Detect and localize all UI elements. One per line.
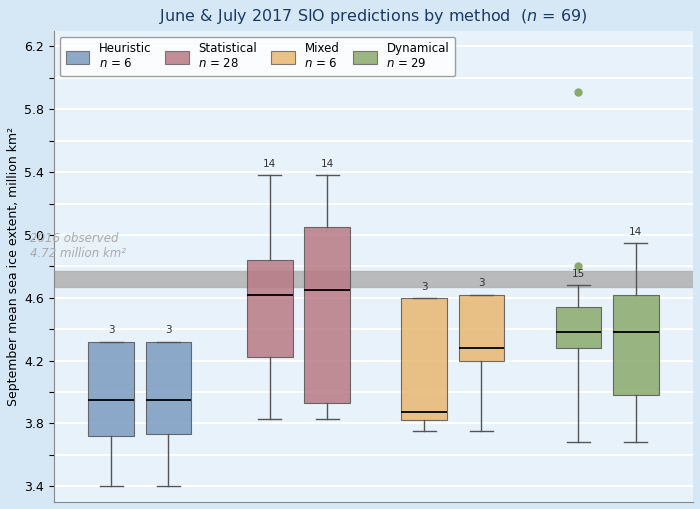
Text: 3: 3: [165, 325, 172, 335]
Text: 14: 14: [321, 159, 334, 169]
PathPatch shape: [304, 227, 350, 403]
PathPatch shape: [556, 307, 601, 348]
Text: 3: 3: [421, 281, 428, 292]
PathPatch shape: [88, 342, 134, 436]
Text: 3: 3: [108, 325, 115, 335]
Legend: Heuristic
$n$ = 6, Statistical
$n$ = 28, Mixed
$n$ = 6, Dynamical
$n$ = 29: Heuristic $n$ = 6, Statistical $n$ = 28,…: [60, 37, 455, 76]
Text: 14: 14: [263, 159, 276, 169]
Bar: [54, 271, 693, 287]
Text: 14: 14: [629, 227, 643, 237]
Text: 15: 15: [572, 269, 585, 279]
PathPatch shape: [401, 298, 447, 420]
Text: 2016 observed
4.72 million km²: 2016 observed 4.72 million km²: [30, 232, 126, 260]
PathPatch shape: [612, 295, 659, 395]
PathPatch shape: [247, 260, 293, 357]
PathPatch shape: [458, 295, 505, 361]
Text: 3: 3: [478, 278, 485, 289]
Title: June & July 2017 SIO predictions by method  ($n$ = 69): June & July 2017 SIO predictions by meth…: [159, 7, 588, 26]
PathPatch shape: [146, 342, 191, 435]
Y-axis label: September mean sea ice extent, million km²: September mean sea ice extent, million k…: [7, 127, 20, 406]
